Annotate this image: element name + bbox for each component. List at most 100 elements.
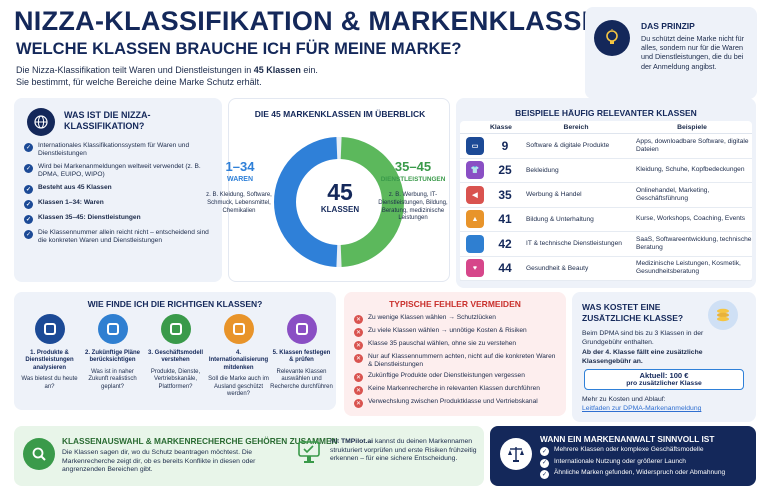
class-examples: SaaS, Softwareentwicklung, technische Be… xyxy=(636,235,752,251)
class-examples: Kleidung, Schuhe, Kopfbedeckungen xyxy=(636,166,745,174)
check-icon: ✓ xyxy=(540,458,549,468)
principle-card: DAS PRINZIP Du schützt deine Marke nicht… xyxy=(585,7,757,99)
class-icon-cell: ▲ xyxy=(460,210,490,229)
list-item: ✓ Besteht aus 45 Klassen xyxy=(24,184,112,194)
find-card: WIE FINDE ICH DIE RICHTIGEN KLASSEN? 1. … xyxy=(14,292,336,410)
col-header: Klasse xyxy=(490,123,512,131)
class-number: 9 xyxy=(501,138,509,153)
table-row: ◀ 35 Werbung & Handel Onlinehandel, Mark… xyxy=(460,183,752,208)
class-icon-cell: 👕 xyxy=(460,161,490,180)
step-text: Soll die Marke auch im Ausland geschützt… xyxy=(208,376,269,398)
what-list: ✓ Internationales Klassifikationssystem f… xyxy=(24,142,216,245)
check-icon: ✓ xyxy=(540,447,549,456)
tmpilot-link[interactable]: TMPilot.ai xyxy=(340,438,374,445)
step-item: 2. Zukünftige Pläne berücksichtigen Was … xyxy=(81,314,144,398)
check-icon: ✓ xyxy=(24,143,33,152)
check-icon: ✓ xyxy=(24,200,33,209)
step-item: 5. Klassen festlegen & prüfen Relevante … xyxy=(270,314,333,398)
class-examples: Onlinehandel, Marketing, Geschäftsführun… xyxy=(636,186,710,202)
find-title: WIE FINDE ICH DIE RICHTIGEN KLASSEN? xyxy=(87,299,263,309)
coins-icon xyxy=(708,300,738,330)
class-number: 44 xyxy=(498,261,512,276)
step-title: 2. Zukünftige Pläne berücksichtigen xyxy=(84,350,140,364)
class-icon-cell: ▭ xyxy=(460,136,490,155)
cost-text-1: Beim DPMA sind bis zu 3 Klassen in der G… xyxy=(582,330,704,346)
tmpilot-text: Mit TMPilot.ai kannst du deinen Markenna… xyxy=(330,438,477,463)
shirt-icon: 👕 xyxy=(466,161,484,180)
right-range: 35–45 xyxy=(394,159,432,174)
what-card: WAS IST DIE NIZZA-KLASSIFIKATION? ✓ Inter… xyxy=(14,98,222,282)
step-title: 5. Klassen festlegen & prüfen xyxy=(272,350,331,364)
cost-text-2: Ab der 4. Klasse fällt eine zusätzliche … xyxy=(582,349,703,365)
error-item: ✕ Zukünftige Produkte oder Dienstleistung… xyxy=(354,372,525,382)
search-icon xyxy=(23,438,55,470)
donut-number: 45 xyxy=(327,179,353,205)
scales-icon xyxy=(500,438,532,470)
error-item: ✕ Klasse 35 pauschal wählen, ohne sie zu … xyxy=(354,340,517,350)
page-title: NIZZA-KLASSIFIKATION & MARKENKLASSEN xyxy=(14,6,620,36)
errors-list: ✕ Zu wenige Klassen wählen → Schutzlücken… xyxy=(354,314,560,408)
principle-title: DAS PRINZIP xyxy=(641,21,695,31)
intro-text: Die Nizza-Klassifikation teilt Waren und… xyxy=(16,65,318,87)
research-card: KLASSENAUSWAHL & MARKENRECHERCHE GEHÖREN… xyxy=(14,426,484,486)
x-icon: ✕ xyxy=(354,386,363,395)
class-area: Werbung & Handel xyxy=(526,191,582,199)
table-row: ▭ 9 Software & digitale Produkte Apps, d… xyxy=(460,134,752,159)
search-icon xyxy=(97,314,128,344)
steps-row: 1. Produkte & Dienstleistungen analysier… xyxy=(18,314,334,398)
price-value: Aktuell: 100 € xyxy=(639,371,689,380)
class-number: 35 xyxy=(498,187,512,202)
class-examples: Apps, downloadbare Software, digitale Da… xyxy=(636,137,749,153)
list-item: ✓ Klassen 35–45: Dienstleistungen xyxy=(24,214,141,224)
class-area: IT & technische Dienstleistungen xyxy=(526,240,622,248)
step-title: 3. Geschäftsmodell verstehen xyxy=(147,350,204,364)
table-header: Klasse Bereich Beispiele xyxy=(460,121,752,134)
megaphone-icon: ◀ xyxy=(466,185,484,204)
check-icon: ✓ xyxy=(24,215,33,224)
class-area: Bekleidung xyxy=(526,166,559,174)
error-item: ✕ Verwechslung zwischen Produktklasse und… xyxy=(354,398,538,408)
x-icon: ✕ xyxy=(354,354,363,363)
monitor-icon xyxy=(298,440,320,468)
x-icon: ✕ xyxy=(354,328,363,337)
col-header: Bereich xyxy=(563,123,589,131)
step-item: 3. Geschäftsmodell verstehen Produkte, D… xyxy=(144,314,207,398)
error-item: ✕ Nur auf Klassennummern achten, nicht au… xyxy=(354,353,556,368)
cost-card: WAS KOSTET EINE ZUSÄTZLICHE KLASSE? Beim… xyxy=(572,292,756,422)
segment-waren xyxy=(274,137,338,267)
table-row: ♥ 44 Gesundheit & Beauty Medizinische Le… xyxy=(460,257,752,281)
x-icon: ✕ xyxy=(354,399,363,408)
lawyer-card: WANN EIN MARKENANWALT SINNVOLL IST ✓ Mehr… xyxy=(490,426,756,486)
segment-dienstleistungen xyxy=(340,137,404,267)
x-icon: ✕ xyxy=(354,373,363,382)
x-icon: ✕ xyxy=(354,315,363,324)
list-item: ✓ Internationales Klassifikationssystem f… xyxy=(24,142,190,157)
examples-card: BEISPIELE HÄUFIG RELEVANTER KLASSEN Klas… xyxy=(456,98,756,288)
overview-title: DIE 45 MARKENKLASSEN IM ÜBERBLICK xyxy=(254,109,426,119)
class-number: 42 xyxy=(498,236,512,251)
cost-title: WAS KOSTET EINE ZUSÄTZLICHE KLASSE? xyxy=(582,302,684,323)
step-text: Was ist in naher Zukunft realistisch gep… xyxy=(88,368,137,390)
price-box: Aktuell: 100 € pro zusätzlicher Klasse xyxy=(584,369,744,390)
page-subtitle: WELCHE KLASSEN BRAUCHE ICH FÜR MEINE MAR… xyxy=(16,40,462,58)
cost-link[interactable]: Leitfaden zur DPMA-Markenanmeldung xyxy=(582,405,702,412)
donut-chart xyxy=(274,137,404,267)
list-item: ✓ Wird bei Markenanmeldungen weltweit ver… xyxy=(24,163,201,178)
globe-icon xyxy=(27,108,55,136)
check-icon: ✓ xyxy=(540,470,549,479)
class-icon-cell: ◀ xyxy=(460,185,490,204)
cost-more-text: Mehr zu Kosten und Ablauf: xyxy=(582,396,666,403)
class-area: Bildung & Unterhaltung xyxy=(526,215,594,223)
table-body: ▭ 9 Software & digitale Produkte Apps, d… xyxy=(460,134,752,281)
class-number: 25 xyxy=(498,163,512,178)
right-label: DIENSTLEISTUNGEN xyxy=(380,176,446,183)
list-item: ✓ Die Klassennummer allein reicht nicht –… xyxy=(24,229,209,244)
graduation-icon: ▲ xyxy=(466,210,484,229)
errors-title: TYPISCHE FEHLER VERMEIDEN xyxy=(389,299,521,309)
lawyer-item: ✓ Ähnliche Marken gefunden, Widerspruch o… xyxy=(540,469,726,479)
examples-title: BEISPIELE HÄUFIG RELEVANTER KLASSEN xyxy=(515,108,697,118)
code-icon xyxy=(466,234,484,253)
error-item: ✕ Keine Markenrecherche in relevanten Kla… xyxy=(354,385,540,395)
table-row: 👕 25 Bekleidung Kleidung, Schuhe, Kopfbe… xyxy=(460,159,752,183)
step-item: 4. Internationalisierung mitdenken Soll … xyxy=(207,314,270,398)
